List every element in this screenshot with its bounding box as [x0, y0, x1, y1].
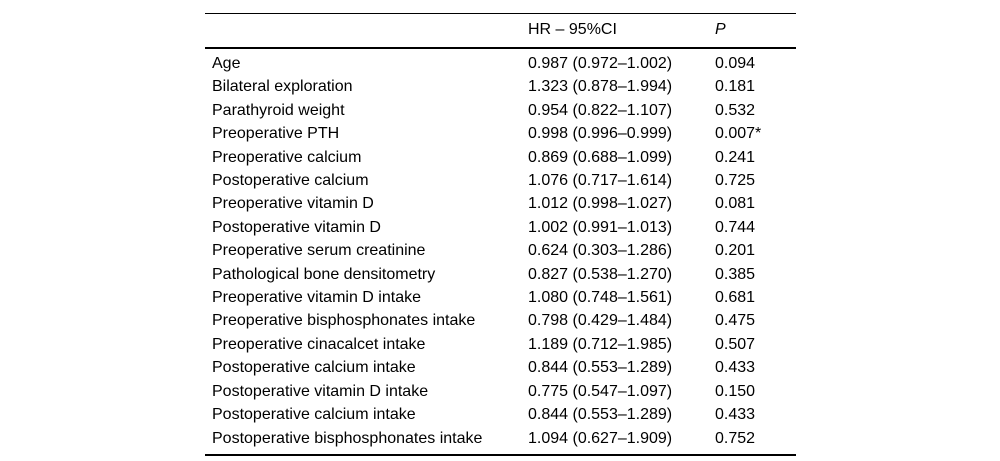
- p-value: 0.081: [715, 195, 756, 213]
- p-value: 0.150: [715, 382, 756, 400]
- table-row: Postoperative calcium intake 0.844 (0.553…: [205, 403, 796, 426]
- header-row: HR – 95%CI P: [205, 13, 796, 49]
- row-label: Preoperative calcium: [212, 148, 362, 166]
- hr-ci-value: 1.080 (0.748–1.561): [528, 289, 673, 307]
- hr-ci-value: 0.827 (0.538–1.270): [528, 265, 673, 283]
- p-value: 0.433: [715, 359, 756, 377]
- row-label: Postoperative vitamin D: [212, 218, 381, 236]
- hr-ci-value: 0.624 (0.303–1.286): [528, 242, 673, 260]
- hr-ci-value: 1.323 (0.878–1.994): [528, 78, 673, 96]
- column-header-hr-ci: HR – 95%CI: [528, 13, 715, 49]
- table-row: Postoperative calcium 1.076 (0.717–1.614)…: [205, 169, 796, 192]
- hr-ci-value: 1.002 (0.991–1.013): [528, 218, 673, 236]
- table-row: Preoperative PTH 0.998 (0.996–0.999) 0.007…: [205, 122, 796, 145]
- row-label: Preoperative PTH: [212, 125, 340, 143]
- row-label: Preoperative serum creatinine: [212, 242, 426, 260]
- hr-ci-value: 1.094 (0.627–1.909): [528, 429, 673, 447]
- table-row: Postoperative vitamin D intake 0.775 (0.5…: [205, 380, 796, 403]
- p-value: 0.475: [715, 312, 756, 330]
- p-value: 0.181: [715, 78, 756, 96]
- hr-ci-value: 1.189 (0.712–1.985): [528, 335, 673, 353]
- table-row: Preoperative vitamin D intake 1.080 (0.74…: [205, 286, 796, 309]
- p-value: 0.094: [715, 55, 756, 72]
- p-value: 0.433: [715, 406, 756, 424]
- table-row: Preoperative serum creatinine 0.624 (0.30…: [205, 239, 796, 262]
- table-row: Parathyroid weight 0.954 (0.822–1.107) 0.5…: [205, 99, 796, 122]
- row-label: Preoperative cinacalcet intake: [212, 335, 426, 353]
- table-row: Preoperative cinacalcet intake 1.189 (0.7…: [205, 333, 796, 356]
- table-row: Postoperative calcium intake 0.844 (0.553…: [205, 356, 796, 379]
- table-row: Preoperative vitamin D 1.012 (0.998–1.027…: [205, 192, 796, 215]
- p-value: 0.532: [715, 101, 756, 119]
- hr-ci-value: 0.798 (0.429–1.484): [528, 312, 673, 330]
- hr-ci-value: 0.844 (0.553–1.289): [528, 406, 673, 424]
- row-label: Preoperative bisphosphonates intake: [212, 312, 476, 330]
- column-header-p: P: [715, 13, 796, 49]
- table-row: Bilateral exploration 1.323 (0.878–1.994)…: [205, 75, 796, 98]
- hr-ci-value: 0.998 (0.996–0.999): [528, 125, 673, 143]
- row-label: Parathyroid weight: [212, 101, 345, 119]
- table-row: Pathological bone densitometry 0.827 (0.5…: [205, 263, 796, 286]
- hr-ci-value: 0.844 (0.553–1.289): [528, 359, 673, 377]
- p-value: 0.241: [715, 148, 756, 166]
- hr-ci-value: 1.012 (0.998–1.027): [528, 195, 673, 213]
- table-row: Age 0.987 (0.972–1.002) 0.094: [205, 48, 796, 75]
- hr-ci-value: 0.869 (0.688–1.099): [528, 148, 673, 166]
- p-value: 0.385: [715, 265, 756, 283]
- row-label: Postoperative calcium intake: [212, 359, 416, 377]
- p-value: 0.744: [715, 218, 756, 236]
- row-label: Postoperative vitamin D intake: [212, 382, 429, 400]
- table-row: Preoperative bisphosphonates intake 0.798…: [205, 309, 796, 332]
- p-value: 0.507: [715, 335, 756, 353]
- p-value: 0.681: [715, 289, 756, 307]
- row-label: Preoperative vitamin D intake: [212, 289, 421, 307]
- table-row: Postoperative vitamin D 1.002 (0.991–1.01…: [205, 216, 796, 239]
- row-label: Postoperative calcium: [212, 172, 369, 190]
- results-table: HR – 95%CI P Age 0.987 (0.972–1.002) 0.094…: [205, 13, 796, 456]
- column-header-variable: [205, 13, 528, 49]
- p-value: 0.725: [715, 172, 756, 190]
- row-label: Postoperative calcium intake: [212, 406, 416, 424]
- p-value: 0.752: [715, 429, 756, 447]
- p-value: 0.201: [715, 242, 756, 260]
- hr-ci-value: 1.076 (0.717–1.614): [528, 172, 673, 190]
- table-header: HR – 95%CI P: [205, 13, 796, 49]
- table-row: Postoperative bisphosphonates intake 1.09…: [205, 427, 796, 455]
- hr-ci-value: 0.987 (0.972–1.002): [528, 55, 673, 72]
- p-value: 0.007*: [715, 125, 762, 143]
- row-label: Age: [212, 55, 241, 72]
- table-body: Age 0.987 (0.972–1.002) 0.094 Bilateral exp…: [205, 48, 796, 455]
- row-label: Preoperative vitamin D: [212, 195, 374, 213]
- row-label: Pathological bone densitometry: [212, 265, 436, 283]
- row-label: Bilateral exploration: [212, 78, 353, 96]
- hr-ci-value: 0.775 (0.547–1.097): [528, 382, 673, 400]
- row-label: Postoperative bisphosphonates intake: [212, 429, 483, 447]
- hr-ci-value: 0.954 (0.822–1.107): [528, 101, 673, 119]
- table-row: Preoperative calcium 0.869 (0.688–1.099) 0…: [205, 146, 796, 169]
